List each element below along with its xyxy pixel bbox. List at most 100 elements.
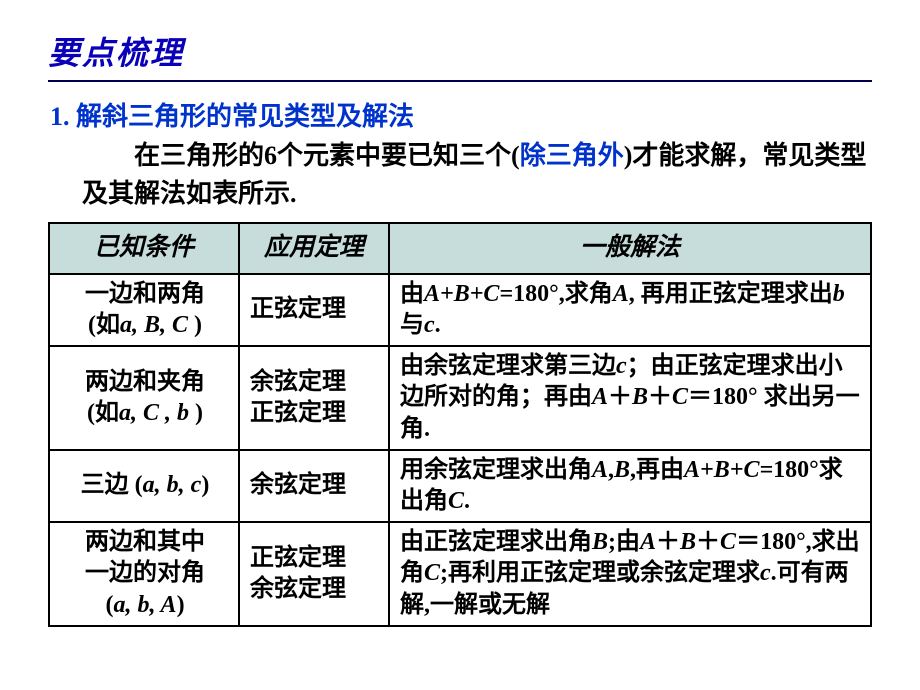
thm-line: 正弦定理 bbox=[250, 543, 380, 574]
cond-vars: a, b, c bbox=[143, 472, 202, 498]
cell-solution: 用余弦定理求出角A,B,再由A+B+C=180°求出角C. bbox=[389, 450, 871, 522]
thm-line: 余弦定理 bbox=[250, 574, 380, 605]
t: C bbox=[720, 529, 736, 555]
t: + bbox=[440, 281, 454, 307]
t: 180° bbox=[513, 281, 559, 307]
page-root: 要点梳理 1. 解斜三角形的常见类型及解法 在三角形的6个元素中要已知三个(除三… bbox=[0, 0, 920, 647]
t: 180° bbox=[773, 457, 819, 483]
t: . bbox=[464, 488, 470, 514]
t: A bbox=[684, 457, 700, 483]
t: ＝ bbox=[736, 529, 760, 555]
cell-condition: 两边和其中 一边的对角 (a, b, A) bbox=[49, 522, 239, 626]
intro-pre: 在三角形的 bbox=[134, 141, 264, 170]
cond-vars: a, B, C bbox=[120, 312, 188, 338]
t: B bbox=[614, 457, 630, 483]
cell-condition: 三边 (a, b, c) bbox=[49, 450, 239, 522]
t: c bbox=[424, 312, 435, 338]
header-solution: 一般解法 bbox=[389, 223, 871, 274]
thm-line: 正弦定理 bbox=[250, 398, 380, 429]
t: c bbox=[760, 560, 771, 586]
cond-pre: (如 bbox=[87, 400, 119, 426]
cell-solution: 由A+B+C=180°,求角A, 再用正弦定理求出b与c. bbox=[389, 274, 871, 346]
t: ;再利用正弦定理或余弦定理求 bbox=[440, 560, 760, 586]
table-header-row: 已知条件 应用定理 一般解法 bbox=[49, 223, 871, 274]
cell-solution: 由余弦定理求第三边c；由正弦定理求出小边所对的角；再由A＋B＋C＝180° 求出… bbox=[389, 346, 871, 450]
t: B bbox=[680, 529, 696, 555]
table-row: 两边和其中 一边的对角 (a, b, A) 正弦定理 余弦定理 由正弦定理求出角… bbox=[49, 522, 871, 626]
t: 180° bbox=[712, 384, 758, 410]
table-row: 一边和两角 (如a, B, C ) 正弦定理 由A+B+C=180°,求角A, … bbox=[49, 274, 871, 346]
intro-paragraph: 在三角形的6个元素中要已知三个(除三角外)才能求解，常见类型及其解法如表所示. bbox=[48, 137, 872, 212]
cell-theorem: 正弦定理 bbox=[239, 274, 389, 346]
main-title: 要点梳理 bbox=[48, 28, 872, 82]
t: ＋ bbox=[656, 529, 680, 555]
cond-post: ) bbox=[201, 472, 209, 498]
t: 由正弦定理求出角 bbox=[400, 529, 592, 555]
t: ;由 bbox=[608, 529, 640, 555]
section-number: 1. bbox=[50, 102, 70, 131]
section-heading: 1. 解斜三角形的常见类型及解法 bbox=[50, 96, 872, 133]
t: c bbox=[616, 353, 627, 379]
t: C bbox=[743, 457, 759, 483]
intro-mid1: 个元素中要已知三个( bbox=[277, 141, 520, 170]
t: A bbox=[592, 457, 608, 483]
t: 由 bbox=[400, 281, 424, 307]
t: ＋ bbox=[648, 384, 672, 410]
t: B bbox=[632, 384, 648, 410]
t: 180° bbox=[760, 529, 806, 555]
t: ＋ bbox=[696, 529, 720, 555]
cond-line2: (如a, C , b ) bbox=[60, 398, 230, 429]
cond-post: ) bbox=[177, 592, 185, 618]
t: ,求角 bbox=[559, 281, 613, 307]
cond-line1: 两边和夹角 bbox=[60, 367, 230, 398]
t: 用余弦定理求出角 bbox=[400, 457, 592, 483]
t: + bbox=[700, 457, 714, 483]
table-row: 三边 (a, b, c) 余弦定理 用余弦定理求出角A,B,再由A+B+C=18… bbox=[49, 450, 871, 522]
t: 由余弦定理求第三边 bbox=[400, 353, 616, 379]
t: b bbox=[833, 281, 845, 307]
cell-condition: 一边和两角 (如a, B, C ) bbox=[49, 274, 239, 346]
section-heading-text: 解斜三角形的常见类型及解法 bbox=[76, 102, 414, 131]
t: 与 bbox=[400, 312, 424, 338]
cond-vars: a, C , b bbox=[119, 400, 189, 426]
t: = bbox=[499, 281, 513, 307]
cell-theorem: 余弦定理 bbox=[239, 450, 389, 522]
t: A bbox=[424, 281, 440, 307]
cond-line: (a, b, A) bbox=[60, 590, 230, 621]
t: = bbox=[759, 457, 773, 483]
methods-table: 已知条件 应用定理 一般解法 一边和两角 (如a, B, C ) 正弦定理 由A… bbox=[48, 222, 872, 626]
cell-theorem: 正弦定理 余弦定理 bbox=[239, 522, 389, 626]
t: A bbox=[613, 281, 629, 307]
t: A bbox=[592, 384, 608, 410]
cond-line: 一边的对角 bbox=[60, 558, 230, 589]
cell-condition: 两边和夹角 (如a, C , b ) bbox=[49, 346, 239, 450]
t: C bbox=[483, 281, 499, 307]
cell-theorem: 余弦定理 正弦定理 bbox=[239, 346, 389, 450]
cond-post: ) bbox=[189, 400, 203, 426]
t: B bbox=[454, 281, 470, 307]
t: ＝ bbox=[688, 384, 712, 410]
cell-solution: 由正弦定理求出角B;由A＋B＋C＝180°,求出角C;再利用正弦定理或余弦定理求… bbox=[389, 522, 871, 626]
t: , 再用正弦定理求出 bbox=[629, 281, 833, 307]
header-condition: 已知条件 bbox=[49, 223, 239, 274]
cond-vars: a, b, A bbox=[113, 592, 176, 618]
t: + bbox=[470, 281, 484, 307]
header-theorem: 应用定理 bbox=[239, 223, 389, 274]
cond-line1: 一边和两角 bbox=[60, 279, 230, 310]
intro-six: 6 bbox=[264, 141, 277, 170]
t: ＋ bbox=[608, 384, 632, 410]
t: C bbox=[424, 560, 440, 586]
t: + bbox=[730, 457, 744, 483]
t: C bbox=[672, 384, 688, 410]
cond-pre: (如 bbox=[88, 312, 120, 338]
table-row: 两边和夹角 (如a, C , b ) 余弦定理 正弦定理 由余弦定理求第三边c；… bbox=[49, 346, 871, 450]
t: . bbox=[435, 312, 441, 338]
cond-pre: 三边 ( bbox=[81, 472, 143, 498]
t: A bbox=[640, 529, 656, 555]
t: B bbox=[592, 529, 608, 555]
cond-line2: (如a, B, C ) bbox=[60, 310, 230, 341]
cond-line: 两边和其中 bbox=[60, 527, 230, 558]
t: C bbox=[448, 488, 464, 514]
intro-highlight: 除三角外 bbox=[520, 141, 624, 170]
t: ,再由 bbox=[630, 457, 684, 483]
